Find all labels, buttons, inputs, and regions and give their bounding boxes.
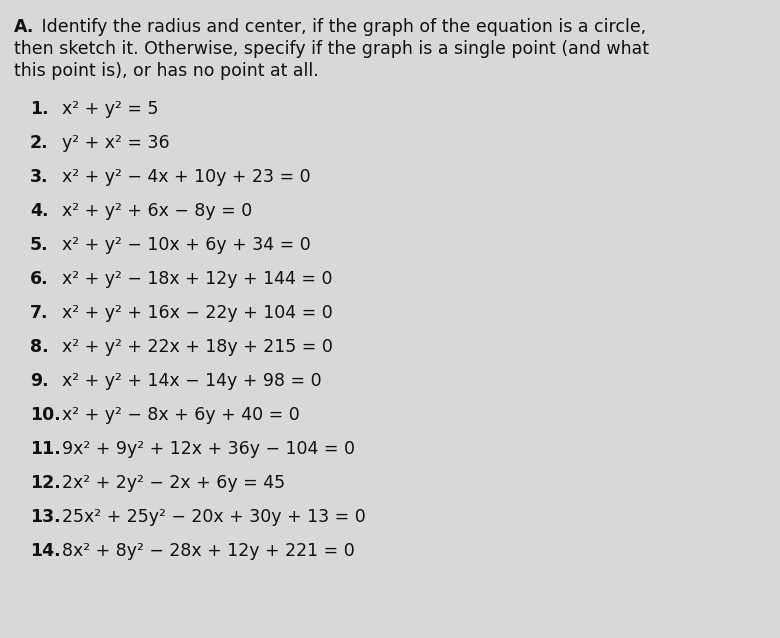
Text: 3.: 3. — [30, 168, 48, 186]
Text: x² + y² − 10x + 6y + 34 = 0: x² + y² − 10x + 6y + 34 = 0 — [62, 236, 310, 254]
Text: x² + y² + 22x + 18y + 215 = 0: x² + y² + 22x + 18y + 215 = 0 — [62, 338, 333, 356]
Text: x² + y² + 16x − 22y + 104 = 0: x² + y² + 16x − 22y + 104 = 0 — [62, 304, 333, 322]
Text: 9.: 9. — [30, 372, 48, 390]
Text: Identify the radius and center, if the graph of the equation is a circle,: Identify the radius and center, if the g… — [36, 18, 647, 36]
Text: y² + x² = 36: y² + x² = 36 — [62, 134, 169, 152]
Text: 8.: 8. — [30, 338, 48, 356]
Text: 13.: 13. — [30, 508, 61, 526]
Text: x² + y² = 5: x² + y² = 5 — [62, 100, 158, 118]
Text: 12.: 12. — [30, 474, 61, 492]
Text: x² + y² + 14x − 14y + 98 = 0: x² + y² + 14x − 14y + 98 = 0 — [62, 372, 321, 390]
Text: 7.: 7. — [30, 304, 48, 322]
Text: this point is), or has no point at all.: this point is), or has no point at all. — [14, 62, 319, 80]
Text: 5.: 5. — [30, 236, 48, 254]
Text: x² + y² − 18x + 12y + 144 = 0: x² + y² − 18x + 12y + 144 = 0 — [62, 270, 332, 288]
Text: 6.: 6. — [30, 270, 48, 288]
Text: 25x² + 25y² − 20x + 30y + 13 = 0: 25x² + 25y² − 20x + 30y + 13 = 0 — [62, 508, 366, 526]
Text: 2x² + 2y² − 2x + 6y = 45: 2x² + 2y² − 2x + 6y = 45 — [62, 474, 285, 492]
Text: A.: A. — [14, 18, 34, 36]
Text: 8x² + 8y² − 28x + 12y + 221 = 0: 8x² + 8y² − 28x + 12y + 221 = 0 — [62, 542, 355, 560]
Text: x² + y² − 4x + 10y + 23 = 0: x² + y² − 4x + 10y + 23 = 0 — [62, 168, 310, 186]
Text: then sketch it. Otherwise, specify if the graph is a single point (and what: then sketch it. Otherwise, specify if th… — [14, 40, 649, 58]
Text: 10.: 10. — [30, 406, 61, 424]
Text: 14.: 14. — [30, 542, 61, 560]
Text: x² + y² − 8x + 6y + 40 = 0: x² + y² − 8x + 6y + 40 = 0 — [62, 406, 300, 424]
Text: 11.: 11. — [30, 440, 61, 458]
Text: 4.: 4. — [30, 202, 48, 220]
Text: 2.: 2. — [30, 134, 48, 152]
Text: x² + y² + 6x − 8y = 0: x² + y² + 6x − 8y = 0 — [62, 202, 252, 220]
Text: 1.: 1. — [30, 100, 48, 118]
Text: 9x² + 9y² + 12x + 36y − 104 = 0: 9x² + 9y² + 12x + 36y − 104 = 0 — [62, 440, 355, 458]
